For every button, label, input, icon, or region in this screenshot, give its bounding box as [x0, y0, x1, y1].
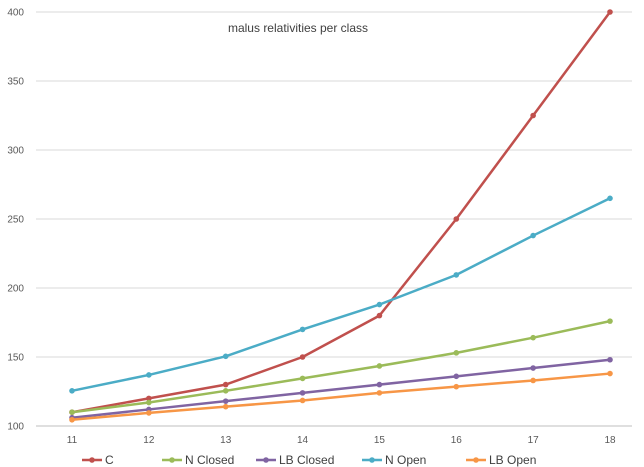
y-tick-label: 200	[7, 284, 24, 295]
x-tick-label: 12	[143, 435, 155, 446]
y-tick-label: 150	[7, 353, 24, 364]
y-tick-label: 350	[7, 77, 24, 88]
y-tick-label: 400	[7, 8, 24, 19]
data-point-n-open	[146, 372, 152, 378]
data-point-n-closed	[530, 334, 536, 341]
data-point-n-closed	[222, 388, 229, 394]
series-line-n-closed	[70, 319, 612, 414]
data-point-n-open	[530, 232, 536, 239]
legend-marker-c	[89, 457, 95, 463]
data-point-n-closed	[607, 318, 613, 324]
data-point-n-closed	[299, 375, 306, 382]
data-point-c	[146, 395, 152, 402]
data-point-lb-open	[299, 397, 306, 404]
x-tick-label: 11	[67, 435, 78, 446]
y-tick-label: 250	[7, 215, 24, 226]
x-tick-label: 14	[297, 435, 309, 446]
data-point-lb-open	[146, 410, 152, 416]
data-point-n-closed	[376, 363, 383, 369]
data-point-n-closed	[146, 399, 152, 406]
legend-label-c: C	[105, 453, 114, 467]
data-point-lb-closed	[299, 390, 306, 396]
legend-marker-lb-closed	[263, 457, 269, 463]
data-point-c	[530, 112, 536, 119]
x-tick-label: 15	[374, 435, 386, 446]
series-line-lb-open	[70, 372, 612, 422]
chart-title: malus relativities per class	[228, 21, 368, 35]
data-point-n-open	[376, 301, 383, 308]
series-line-n-open	[70, 197, 612, 393]
data-point-n-closed	[69, 409, 75, 416]
data-point-lb-open	[607, 370, 613, 377]
data-point-n-open	[299, 326, 306, 333]
legend-label-lb-open: LB Open	[489, 453, 536, 467]
legend-marker-lb-open	[473, 457, 479, 463]
data-point-n-open	[69, 388, 75, 394]
data-point-c	[222, 381, 229, 388]
y-tick-label: 300	[7, 146, 24, 157]
data-point-n-closed	[453, 350, 460, 356]
data-point-n-open	[453, 272, 460, 278]
data-point-lb-closed	[222, 398, 229, 404]
data-point-n-open	[607, 195, 613, 202]
x-tick-label: 17	[528, 435, 540, 446]
x-tick-label: 16	[451, 435, 463, 446]
data-point-lb-open	[222, 403, 229, 410]
data-point-lb-open	[376, 390, 383, 396]
series-line-c	[70, 10, 612, 414]
data-point-c	[299, 354, 306, 360]
legend-label-n-open: N Open	[385, 453, 426, 467]
data-point-lb-open	[453, 383, 460, 390]
x-tick-label: 18	[604, 435, 616, 446]
data-point-lb-closed	[607, 356, 613, 363]
data-point-lb-closed	[376, 381, 383, 388]
y-tick-label: 100	[7, 422, 24, 433]
legend-label-n-closed: N Closed	[185, 453, 234, 467]
data-point-c	[607, 9, 613, 15]
data-point-c	[376, 312, 383, 319]
legend-label-lb-closed: LB Closed	[279, 453, 334, 467]
legend-marker-n-open	[369, 457, 375, 463]
data-point-lb-open	[530, 377, 536, 384]
data-point-n-open	[222, 353, 229, 360]
x-tick-label: 13	[220, 435, 232, 446]
data-point-lb-closed	[530, 365, 536, 371]
data-point-lb-open	[69, 416, 75, 423]
data-point-lb-closed	[453, 373, 460, 380]
data-point-c	[453, 216, 460, 222]
legend-marker-n-closed	[169, 457, 175, 463]
series-line-lb-closed	[70, 358, 612, 419]
